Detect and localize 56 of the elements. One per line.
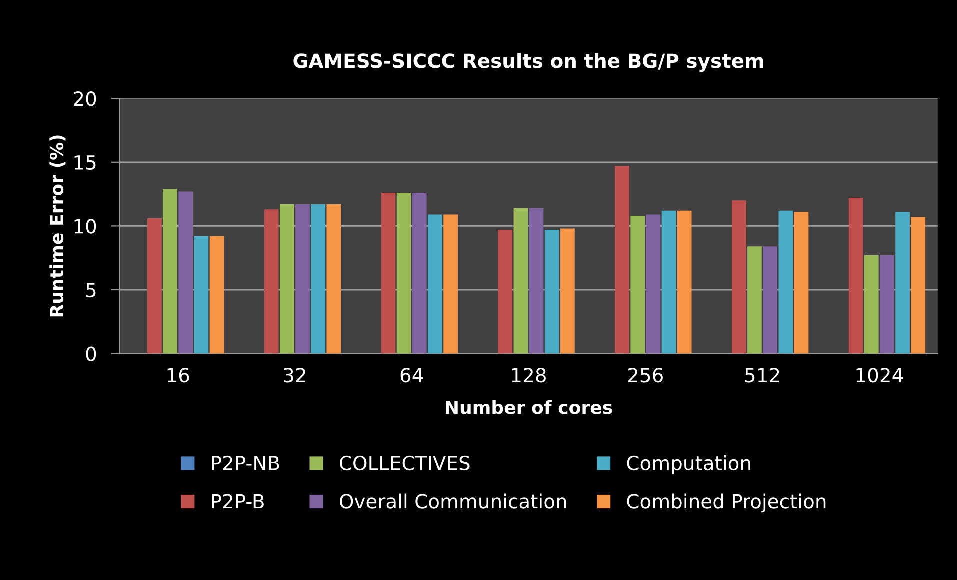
legend-label: P2P-NB: [212, 456, 280, 470]
bar: [296, 204, 310, 354]
bar: [677, 210, 692, 354]
bar: [444, 214, 458, 354]
bar: [646, 214, 661, 354]
bar: [896, 212, 910, 354]
y-tick-label: 5: [86, 283, 96, 298]
chart-title: GAMESS-SICCC Results on the BG/P system: [294, 53, 764, 72]
bar: [326, 204, 342, 354]
bar: [662, 210, 676, 354]
x-tick-label: 1024: [856, 368, 904, 383]
y-axis-title: Runtime Error (%): [50, 136, 66, 317]
legend-label: Computation: [627, 456, 750, 474]
bar: [498, 230, 513, 354]
bar: [911, 217, 926, 354]
x-axis-title: Number of cores: [446, 400, 612, 414]
legend-label: P2P-B: [212, 494, 264, 509]
bar: [560, 228, 575, 354]
y-tick-label: 15: [74, 156, 96, 170]
bar: [544, 230, 560, 354]
bar: [163, 189, 178, 354]
bar: [412, 193, 427, 354]
bar: [615, 166, 630, 354]
bar: [778, 210, 794, 354]
bar: [280, 204, 294, 354]
bar: [748, 246, 762, 354]
bar: [732, 200, 746, 354]
bar: [514, 208, 528, 354]
bar: [210, 236, 224, 354]
x-tick-label: 512: [745, 368, 780, 383]
bar: [880, 256, 894, 354]
bar: [848, 198, 864, 354]
bar: [381, 193, 396, 354]
bar: [264, 210, 279, 354]
legend-label: Combined Projection: [627, 494, 826, 513]
bar: [763, 246, 778, 354]
bar: [148, 218, 162, 354]
bar: [864, 256, 879, 354]
y-tick-label: 0: [86, 346, 96, 362]
bar: [794, 212, 809, 354]
y-tick-label: 10: [74, 219, 96, 234]
x-tick-label: 256: [628, 368, 663, 383]
bar: [630, 216, 646, 354]
bar: [396, 193, 412, 354]
bar: [428, 214, 442, 354]
bar: [194, 236, 209, 354]
bar: [311, 204, 326, 354]
x-tick-label: 32: [284, 368, 306, 383]
bar: [529, 208, 544, 354]
x-tick-label: 64: [400, 368, 424, 383]
x-tick-label: 16: [168, 368, 190, 383]
y-tick-label: 20: [74, 92, 96, 106]
legend-label: COLLECTIVES: [340, 456, 470, 471]
x-tick-label: 128: [512, 368, 546, 383]
bar: [178, 192, 194, 354]
legend-label: Overall Communication: [340, 494, 566, 509]
